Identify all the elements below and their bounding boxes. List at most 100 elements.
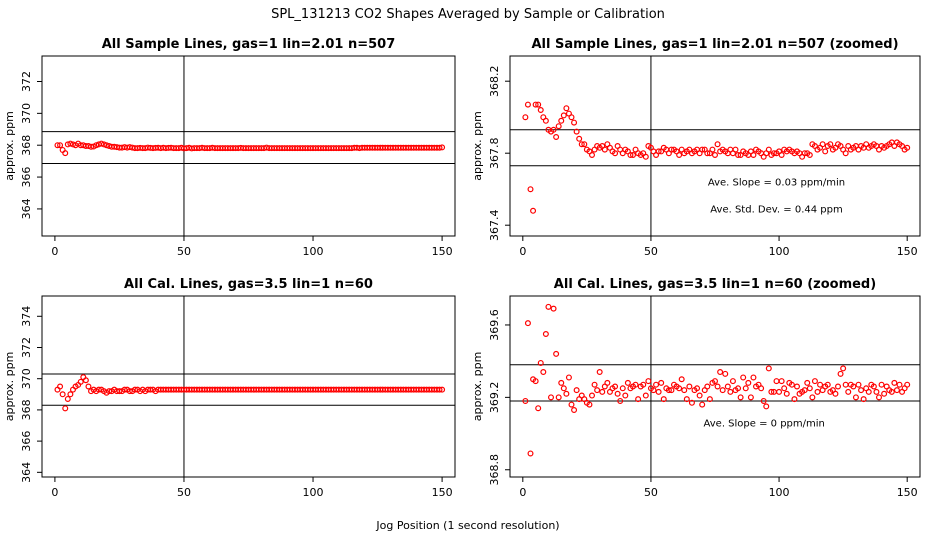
y-tick-label: 372 xyxy=(20,337,33,358)
data-point xyxy=(604,379,611,386)
data-point xyxy=(665,387,672,394)
data-point xyxy=(617,397,624,404)
data-point xyxy=(650,387,657,394)
data-point xyxy=(82,377,89,384)
data-point xyxy=(88,143,95,150)
data-point xyxy=(635,396,642,403)
data-point xyxy=(770,150,777,157)
data-point xyxy=(571,407,578,414)
data-point xyxy=(855,381,862,388)
chart-panel-2: All Sample Lines, gas=1 lin=2.01 n=507 (… xyxy=(471,37,921,258)
data-point xyxy=(547,394,554,401)
chart-panel-1: All Sample Lines, gas=1 lin=2.01 n=507 0 5… xyxy=(3,37,456,258)
data-point xyxy=(676,152,683,159)
data-point xyxy=(893,387,900,394)
data-point xyxy=(57,142,64,149)
data-point xyxy=(694,385,701,392)
chart-title: All Sample Lines, gas=1 lin=2.01 n=507 xyxy=(102,37,396,52)
chart-annotation: Ave. Slope = 0 ppm/min xyxy=(704,418,825,429)
data-point xyxy=(586,401,593,408)
x-tick-label: 150 xyxy=(897,245,918,258)
data-point xyxy=(542,117,549,124)
data-point xyxy=(724,383,731,390)
data-point xyxy=(699,146,706,153)
data-point xyxy=(553,134,560,141)
data-point xyxy=(704,150,711,157)
data-point xyxy=(881,390,888,397)
panels: All Sample Lines, gas=1 lin=2.01 n=507 0 5… xyxy=(3,37,921,499)
data-point xyxy=(801,150,808,157)
data-point xyxy=(711,378,718,385)
data-point xyxy=(535,101,542,108)
data-point xyxy=(837,370,844,377)
data-point xyxy=(645,378,652,385)
data-point xyxy=(788,381,795,388)
data-point xyxy=(436,144,443,151)
y-axis-label: approx. ppm xyxy=(3,111,16,181)
data-point xyxy=(773,378,780,385)
data-point xyxy=(765,365,772,372)
data-point xyxy=(727,388,734,395)
data-point xyxy=(553,350,560,357)
data-point xyxy=(747,394,754,401)
data-point xyxy=(819,141,826,148)
data-point xyxy=(860,396,867,403)
data-point xyxy=(824,381,831,388)
data-point xyxy=(904,144,911,151)
y-tick-label: 370 xyxy=(20,103,33,124)
data-point xyxy=(93,142,100,149)
data-point xyxy=(735,385,742,392)
data-point xyxy=(532,378,539,385)
data-point xyxy=(100,141,107,148)
data-point xyxy=(714,141,721,148)
data-point xyxy=(624,379,631,386)
data-point xyxy=(873,388,880,395)
y-tick-label: 368.8 xyxy=(488,454,501,486)
data-point xyxy=(737,394,744,401)
data-point xyxy=(865,388,872,395)
data-point xyxy=(658,379,665,386)
chart-title: All Cal. Lines, gas=3.5 lin=1 n=60 (zoom… xyxy=(554,277,876,292)
chart-annotation: Ave. Slope = 0.03 ppm/min xyxy=(708,178,845,189)
y-tick-label: 368 xyxy=(20,399,33,420)
data-point xyxy=(555,123,562,130)
x-tick-label: 100 xyxy=(303,245,324,258)
y-tick-label: 370 xyxy=(20,368,33,389)
data-point xyxy=(85,383,92,390)
data-point xyxy=(103,142,110,149)
data-point xyxy=(578,141,585,148)
x-tick-label: 0 xyxy=(519,245,526,258)
data-point xyxy=(77,378,84,385)
data-point xyxy=(688,399,695,406)
data-point xyxy=(878,381,885,388)
data-point xyxy=(758,385,765,392)
data-point xyxy=(614,390,621,397)
data-point xyxy=(59,391,66,398)
data-point xyxy=(98,140,105,147)
data-point xyxy=(642,153,649,160)
data-point xyxy=(530,207,537,214)
data-point xyxy=(750,152,757,159)
data-point xyxy=(524,101,531,108)
x-tick-label: 0 xyxy=(51,245,58,258)
data-point xyxy=(768,388,775,395)
y-tick-label: 366 xyxy=(20,167,33,188)
data-point xyxy=(436,386,443,393)
data-point xyxy=(565,374,572,381)
data-point xyxy=(806,385,813,392)
data-point xyxy=(573,128,580,135)
data-point xyxy=(571,119,578,126)
data-point xyxy=(591,381,598,388)
data-point xyxy=(814,388,821,395)
data-point xyxy=(126,388,133,395)
data-point xyxy=(745,379,752,386)
y-tick-label: 367.4 xyxy=(488,209,501,241)
data-point xyxy=(804,379,811,386)
data-point xyxy=(632,381,639,388)
x-tick-label: 50 xyxy=(644,245,658,258)
data-point xyxy=(147,386,154,393)
chart-title: All Sample Lines, gas=1 lin=2.01 n=507 (… xyxy=(531,37,898,52)
data-point xyxy=(121,386,128,393)
data-point xyxy=(653,381,660,388)
data-point xyxy=(817,381,824,388)
